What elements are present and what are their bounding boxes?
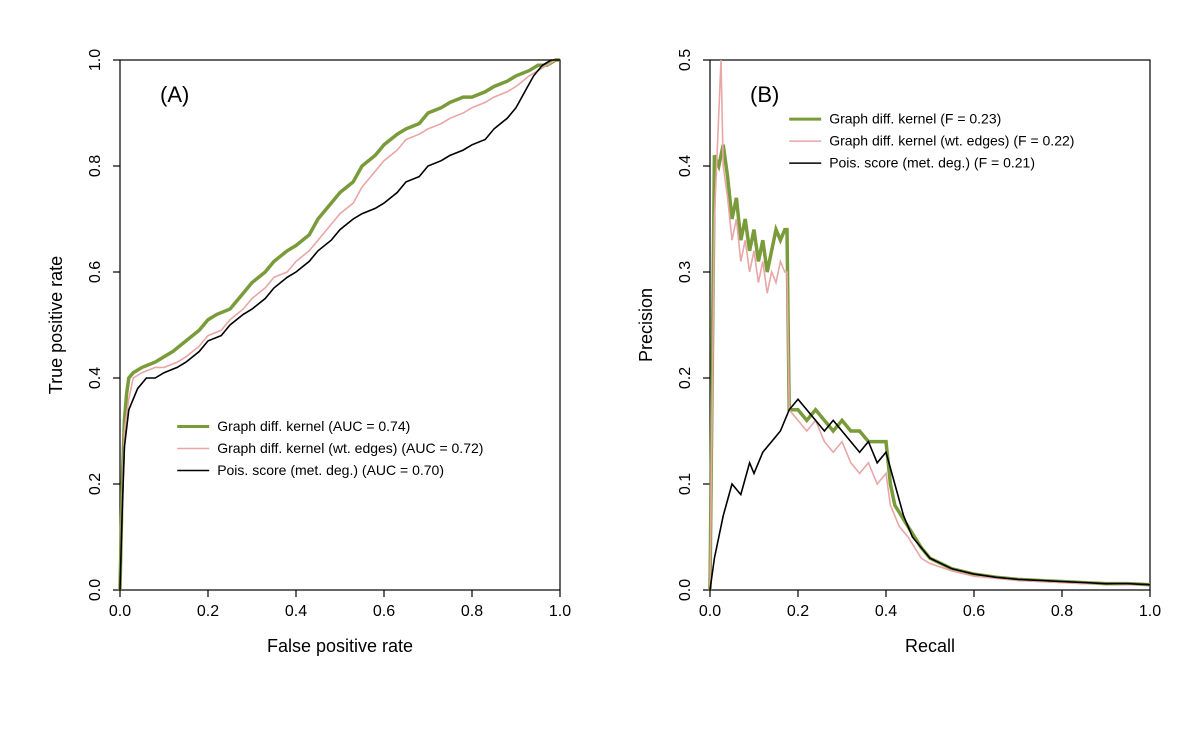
series-line-pois-score-met-deg [710,399,1150,590]
legend-label: Graph diff. kernel (wt. edges) (F = 0.22… [829,133,1074,149]
y-tick-label: 0.5 [677,49,694,71]
x-tick-label: 1.0 [1139,603,1161,620]
x-tick-label: 0.4 [875,603,897,620]
y-tick-label: 0.0 [677,579,694,601]
y-tick-label: 0.4 [677,155,694,177]
x-tick-label: 0.8 [1051,603,1073,620]
panel-title: (B) [750,82,779,107]
y-tick-label: 0.2 [677,367,694,389]
x-tick-label: 0.0 [699,603,721,620]
y-tick-label: 0.1 [677,473,694,495]
figure-container: 0.00.20.40.60.81.00.00.20.40.60.81.0Fals… [0,0,1200,750]
panel-b: 0.0 0.2 0.4 0.6 0.8 1.0 0.0 0.1 0.2 0.3 0.4 0.5 Reca… [0,0,1200,750]
x-tick-label: 0.6 [963,603,985,620]
y-tick-label: 0.3 [677,261,694,283]
y-axis-label: Precision [636,288,656,362]
x-tick-label: 0.2 [787,603,809,620]
legend-label: Pois. score (met. deg.) (F = 0.21) [829,155,1035,171]
series-line-graph-diff-kernel [710,145,1150,590]
legend-label: Graph diff. kernel (F = 0.23) [829,111,1001,127]
x-axis-label: Recall [905,636,955,656]
chart-svg: 0.0 0.2 0.4 0.6 0.8 1.0 0.0 0.1 0.2 0.3 0.4 0.5 Reca… [0,0,1200,750]
